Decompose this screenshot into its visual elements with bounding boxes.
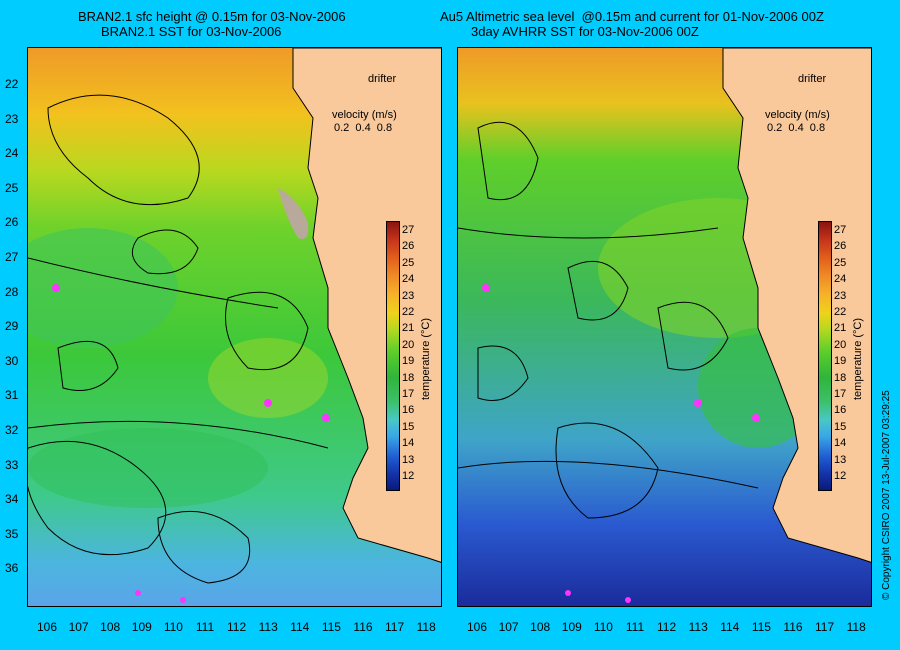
x-tick-label: 110 bbox=[163, 620, 183, 634]
colorbar-tick-label: 22 bbox=[834, 306, 847, 318]
colorbar-tick-label: 23 bbox=[402, 289, 415, 302]
right-title-line2: 3day AVHRR SST for 03-Nov-2006 00Z bbox=[471, 24, 699, 39]
colorbar-tick-label: 18 bbox=[402, 371, 415, 384]
colorbar-tick-label: 17 bbox=[834, 388, 847, 400]
x-tick-label: 112 bbox=[227, 620, 247, 634]
x-tick-label: 112 bbox=[657, 620, 677, 634]
x-tick-label: 118 bbox=[846, 620, 866, 634]
colorbar-tick-label: 20 bbox=[402, 338, 415, 351]
y-tick-label: 34 bbox=[5, 492, 19, 507]
right-title-line1: Au5 Altimetric sea level @0.15m and curr… bbox=[440, 9, 824, 24]
colorbar-tick-label: 12 bbox=[834, 470, 847, 482]
velocity-legend-scale-left: 0.2 0.4 0.8 bbox=[334, 122, 393, 134]
colorbar-tick-label: 15 bbox=[834, 420, 847, 433]
x-tick-label: 116 bbox=[783, 620, 803, 634]
y-tick-label: 36 bbox=[5, 561, 19, 576]
x-tick-label: 114 bbox=[720, 620, 740, 634]
x-tick-label: 113 bbox=[688, 620, 708, 634]
x-tick-label: 108 bbox=[100, 620, 121, 634]
x-tick-label: 118 bbox=[416, 620, 436, 634]
x-tick-label: 106 bbox=[36, 620, 58, 634]
colorbar-label-left: temperature (°C) bbox=[420, 317, 432, 400]
colorbar-label-right: temperature (°C) bbox=[852, 317, 864, 400]
colorbar-tick-label: 26 bbox=[402, 240, 415, 253]
y-tick-label: 26 bbox=[5, 215, 19, 230]
x-tick-label: 114 bbox=[290, 620, 310, 634]
y-tick-label: 27 bbox=[5, 250, 19, 264]
colorbar-tick-label: 24 bbox=[834, 273, 847, 286]
x-tick-label: 107 bbox=[68, 620, 89, 634]
x-tick-label: 111 bbox=[625, 620, 645, 634]
colorbar-tick-label: 16 bbox=[834, 404, 847, 417]
y-tick-label: 25 bbox=[5, 180, 19, 195]
velocity-legend-title-left: velocity (m/s) bbox=[332, 109, 397, 121]
y-tick-label: 24 bbox=[5, 146, 19, 161]
drifter-legend-right: drifter bbox=[798, 73, 827, 85]
y-tick-label: 29 bbox=[5, 319, 19, 334]
x-tick-label: 117 bbox=[815, 620, 835, 634]
x-tick-label: 109 bbox=[131, 620, 152, 634]
colorbar-right bbox=[818, 221, 832, 491]
velocity-legend-title-right: velocity (m/s) bbox=[765, 109, 830, 121]
colorbar-tick-label: 27 bbox=[402, 224, 415, 236]
y-tick-label: 32 bbox=[5, 423, 19, 437]
colorbar-tick-label: 19 bbox=[834, 355, 847, 368]
y-tick-label: 33 bbox=[5, 457, 19, 472]
colorbar-left bbox=[386, 221, 400, 491]
x-tick-label: 117 bbox=[385, 620, 405, 634]
colorbar-tick-label: 17 bbox=[402, 388, 415, 400]
right-map-panel bbox=[457, 47, 872, 607]
colorbar-tick-label: 22 bbox=[402, 306, 415, 318]
colorbar-tick-label: 25 bbox=[402, 256, 415, 269]
y-tick-label: 35 bbox=[5, 526, 19, 541]
colorbar-tick-label: 25 bbox=[834, 256, 847, 269]
colorbar-tick-label: 19 bbox=[402, 355, 415, 368]
colorbar-tick-label: 14 bbox=[834, 437, 847, 450]
colorbar-tick-label: 23 bbox=[834, 289, 847, 302]
colorbar-tick-label: 24 bbox=[402, 273, 415, 286]
x-tick-label: 107 bbox=[498, 620, 519, 634]
velocity-legend-scale-right: 0.2 0.4 0.8 bbox=[767, 122, 826, 134]
colorbar-tick-label: 21 bbox=[834, 322, 847, 335]
colorbar-tick-label: 16 bbox=[402, 404, 415, 417]
x-tick-label: 115 bbox=[751, 620, 771, 634]
colorbar-tick-label: 13 bbox=[402, 453, 415, 466]
colorbar-tick-label: 20 bbox=[834, 338, 847, 351]
colorbar-tick-label: 13 bbox=[834, 453, 847, 466]
x-tick-label: 109 bbox=[561, 620, 582, 634]
colorbar-tick-label: 14 bbox=[402, 437, 415, 450]
left-title-line2: BRAN2.1 SST for 03-Nov-2006 bbox=[101, 24, 282, 39]
x-tick-label: 111 bbox=[195, 620, 215, 634]
x-tick-label: 108 bbox=[530, 620, 551, 634]
y-tick-label: 30 bbox=[5, 353, 19, 368]
drifter-legend-left: drifter bbox=[368, 73, 397, 85]
x-tick-label: 116 bbox=[353, 620, 373, 634]
y-tick-label: 31 bbox=[5, 388, 19, 403]
x-tick-label: 115 bbox=[321, 620, 341, 634]
y-tick-label: 28 bbox=[5, 284, 19, 299]
colorbar-tick-label: 12 bbox=[402, 470, 415, 482]
copyright-text: © Copyright CSIRO 2007 13-Jul-2007 03:29… bbox=[881, 390, 892, 600]
left-map-panel bbox=[27, 47, 442, 607]
y-tick-label: 23 bbox=[5, 111, 19, 126]
colorbar-tick-label: 18 bbox=[834, 371, 847, 384]
colorbar-tick-label: 15 bbox=[402, 420, 415, 433]
colorbar-tick-label: 21 bbox=[402, 322, 415, 335]
x-tick-label: 110 bbox=[593, 620, 613, 634]
x-tick-label: 106 bbox=[466, 620, 488, 634]
y-tick-label: 22 bbox=[5, 77, 19, 91]
colorbar-tick-label: 27 bbox=[834, 224, 847, 236]
left-title-line1: BRAN2.1 sfc height @ 0.15m for 03-Nov-20… bbox=[78, 9, 346, 24]
colorbar-tick-label: 26 bbox=[834, 240, 847, 253]
x-tick-label: 113 bbox=[258, 620, 278, 634]
